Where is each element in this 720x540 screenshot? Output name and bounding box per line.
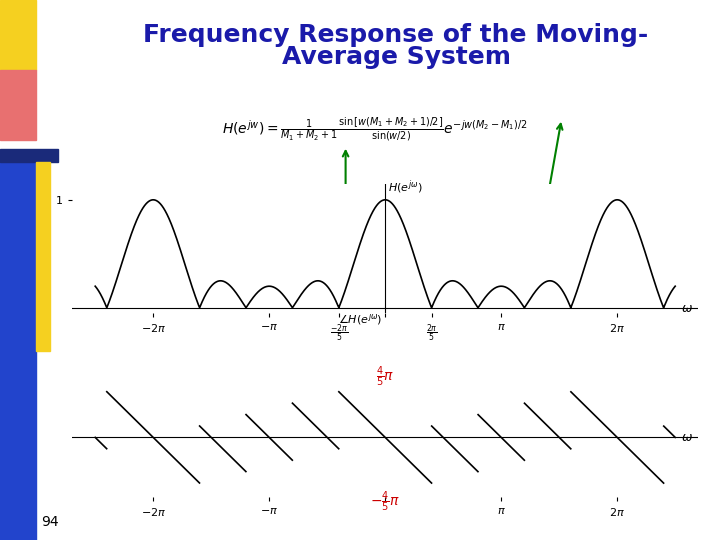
Text: $\angle H(e^{j\omega})$: $\angle H(e^{j\omega})$ [338,311,382,328]
Bar [36,162,50,351]
Bar [0,148,58,162]
Text: $-\frac{4}{5}\pi$: $-\frac{4}{5}\pi$ [370,490,400,514]
Text: $\omega$: $\omega$ [681,302,693,315]
Text: $\frac{4}{5}\pi$: $\frac{4}{5}\pi$ [376,365,395,389]
Text: 94: 94 [42,515,59,529]
Text: $H(e^{j\omega})$: $H(e^{j\omega})$ [387,178,422,196]
Text: Average System: Average System [282,45,510,69]
Bar [0,70,36,140]
Bar [0,162,36,540]
Text: 相位也取决于符号，不仅与指数相关: 相位也取决于符号，不仅与指数相关 [490,211,595,221]
Text: $\omega$: $\omega$ [681,431,693,444]
Bar [0,0,36,70]
Text: Frequency Response of the Moving-: Frequency Response of the Moving- [143,23,649,47]
Text: $H\left(e^{jw}\right)=\frac{1}{M_1+M_2+1}\frac{\sin\left[w(M_1+M_2+1)/2\right]}{: $H\left(e^{jw}\right)=\frac{1}{M_1+M_2+1… [222,116,527,144]
Text: $M_1 = 0$  and  $M_2 = 4$: $M_1 = 0$ and $M_2 = 4$ [144,204,296,222]
